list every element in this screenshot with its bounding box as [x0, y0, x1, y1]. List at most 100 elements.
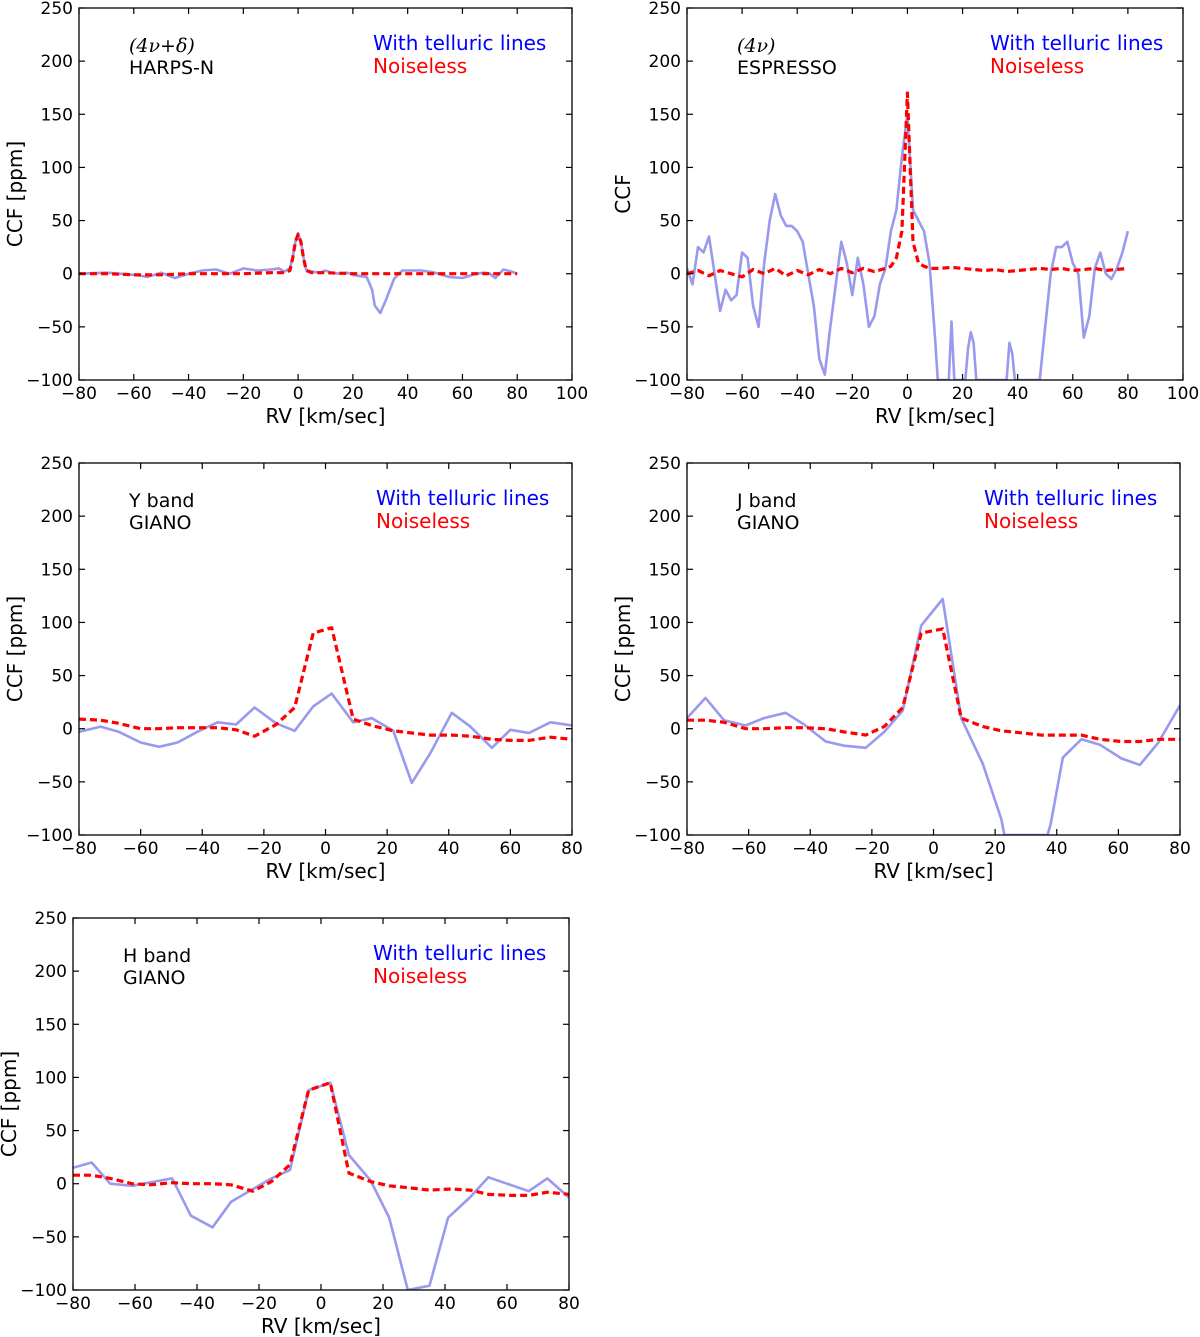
x-tick-label: 60: [500, 839, 522, 859]
x-tick-label: −20: [225, 384, 261, 404]
y-tick-label: 150: [649, 560, 681, 580]
x-tick-label: −20: [834, 384, 870, 404]
panel-bottom-left: −80 −60 −40 −20 0 20 40 60 80 −100 −50 0 50 100 150 200…: [0, 909, 580, 1337]
y-tick-label: −50: [37, 318, 73, 338]
x-tick-label: 40: [1046, 839, 1068, 859]
x-tick-label: 0: [928, 839, 939, 859]
series-line-noiseless: [73, 1081, 569, 1198]
x-tick-label: 80: [1169, 839, 1191, 859]
y-tick-label: −100: [634, 371, 681, 391]
panel-top-right: −80 −60 −40 −20 0 20 40 60 80 100 −100 −50 0 50 100 150…: [611, 0, 1199, 428]
series-line-noiseless: [79, 626, 572, 743]
x-tick-label: 60: [1062, 384, 1084, 404]
x-tick-label: 20: [984, 839, 1006, 859]
y-tick-label: 250: [649, 0, 681, 19]
x-tick-label: 80: [558, 1294, 580, 1314]
panel-top-left: −80 −60 −40 −20 0 20 40 60 80 100 −100 −50 0 50 100 150…: [3, 0, 588, 428]
x-tick-label: 20: [376, 839, 398, 859]
panel-label-line2: GIANO: [737, 512, 800, 534]
legend-telluric: With telluric lines: [373, 941, 546, 965]
y-tick-label: 250: [35, 909, 67, 929]
y-tick-label: 0: [62, 265, 73, 285]
x-tick-label: 40: [1007, 384, 1029, 404]
y-axis-title: CCF [ppm]: [3, 141, 27, 247]
y-axis-title: CCF [ppm]: [611, 596, 635, 702]
legend-telluric: With telluric lines: [376, 486, 549, 510]
x-tick-label: −80: [61, 384, 97, 404]
x-tick-label: −60: [724, 384, 760, 404]
x-tick-label: −40: [184, 839, 220, 859]
x-tick-label: −80: [55, 1294, 91, 1314]
y-tick-label: 200: [41, 52, 73, 72]
panel-label-line1: (4ν+δ): [129, 35, 195, 57]
panel-label-line2: HARPS-N: [129, 57, 214, 79]
y-tick-label: 100: [649, 158, 681, 178]
x-tick-label: 20: [342, 384, 364, 404]
y-tick-label: 250: [649, 454, 681, 474]
x-tick-label: −40: [792, 839, 828, 859]
y-axis-title: CCF: [611, 174, 635, 213]
legend-telluric: With telluric lines: [373, 31, 546, 55]
y-tick-label: 150: [41, 560, 73, 580]
y-tick-label: −100: [634, 826, 681, 846]
y-tick-label: 200: [649, 507, 681, 527]
panel-label-line1: Y band: [128, 490, 194, 512]
legend-noiseless: Noiseless: [376, 509, 470, 533]
x-tick-label: 40: [434, 1294, 456, 1314]
y-tick-label: −50: [31, 1228, 67, 1248]
legend-telluric: With telluric lines: [990, 31, 1163, 55]
x-tick-label: 60: [452, 384, 474, 404]
x-tick-label: −60: [123, 839, 159, 859]
x-tick-label: −60: [116, 384, 152, 404]
x-tick-label: 40: [397, 384, 419, 404]
y-tick-label: 250: [41, 454, 73, 474]
series-line-noiseless: [687, 91, 1129, 279]
x-tick-label: 0: [293, 384, 304, 404]
legend-noiseless: Noiseless: [373, 964, 467, 988]
x-axis-title: RV [km/sec]: [261, 1314, 381, 1337]
x-tick-label: 0: [902, 384, 913, 404]
series-line-noiseless: [79, 232, 518, 277]
x-tick-label: 100: [556, 384, 588, 404]
y-tick-label: 100: [41, 613, 73, 633]
panel-label-line2: GIANO: [123, 967, 186, 989]
x-tick-label: 40: [438, 839, 460, 859]
y-tick-label: 150: [41, 105, 73, 125]
x-tick-label: −60: [731, 839, 767, 859]
y-tick-label: −100: [26, 826, 73, 846]
x-tick-label: −80: [669, 839, 705, 859]
y-tick-label: 50: [51, 667, 73, 687]
panel-label-line1: J band: [736, 490, 796, 512]
panel-middle-right: −80 −60 −40 −20 0 20 40 60 80 −100 −50 0 50 100 150 200…: [611, 454, 1191, 883]
x-tick-label: 60: [496, 1294, 518, 1314]
x-axis-title: RV [km/sec]: [266, 404, 386, 428]
x-tick-label: 0: [316, 1294, 327, 1314]
series-line-telluric: [79, 692, 572, 785]
x-tick-label: −20: [241, 1294, 277, 1314]
panel-label-line1: H band: [123, 945, 191, 967]
y-tick-label: 200: [35, 962, 67, 982]
x-tick-label: 80: [1117, 384, 1139, 404]
y-tick-label: −50: [37, 773, 73, 793]
y-tick-label: 200: [649, 52, 681, 72]
y-tick-label: −50: [645, 773, 681, 793]
x-axis-title: RV [km/sec]: [874, 859, 994, 883]
series-line-telluric: [73, 1081, 569, 1290]
y-tick-label: 100: [35, 1068, 67, 1088]
y-tick-label: 150: [649, 105, 681, 125]
y-axis-title: CCF [ppm]: [3, 596, 27, 702]
y-tick-label: 0: [62, 720, 73, 740]
series-line-telluric: [687, 597, 1180, 835]
panel-middle-left: −80 −60 −40 −20 0 20 40 60 80 −100 −50 0 50 100 150 200…: [3, 454, 583, 883]
y-tick-label: 100: [649, 613, 681, 633]
y-tick-label: 0: [670, 720, 681, 740]
plot-frame: [78, 7, 573, 381]
x-tick-label: 0: [320, 839, 331, 859]
y-tick-label: 0: [56, 1175, 67, 1195]
plot-frame: [686, 7, 1184, 381]
y-tick-label: 250: [41, 0, 73, 19]
y-tick-label: −100: [20, 1281, 67, 1301]
panel-label-line2: ESPRESSO: [737, 57, 837, 79]
y-tick-label: 50: [659, 667, 681, 687]
